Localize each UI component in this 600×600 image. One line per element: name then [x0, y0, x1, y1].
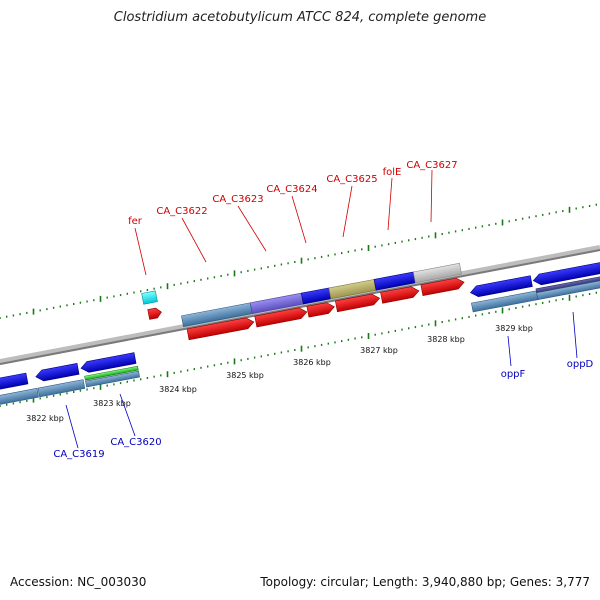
gene-label-CA_C3623[interactable]: CA_C3623 [212, 194, 263, 205]
feature-fer[interactable] [141, 290, 158, 305]
gene-label-folE[interactable]: folE [383, 167, 402, 178]
leader-fer [134, 227, 147, 276]
cds-arrow-CA_C3624[interactable] [306, 301, 336, 318]
gene-label-CA_C3622[interactable]: CA_C3622 [156, 206, 207, 217]
leader-lines [65, 169, 578, 449]
bottom-left-feature-row [0, 352, 141, 407]
scale-label: 3823 kbp [93, 399, 131, 408]
accession-text: Accession: NC_003030 [10, 575, 147, 589]
cds-arrow-CA_C3619[interactable] [35, 363, 80, 382]
leader-CA_C3620 [119, 393, 136, 437]
feature-CA_C3620-green[interactable] [84, 365, 139, 381]
scale-label: 3828 kbp [427, 335, 465, 344]
gene-label-CA_C3620[interactable]: CA_C3620 [110, 437, 161, 448]
leader-CA_C3627 [430, 169, 433, 223]
genome-backbone-shadow [0, 249, 600, 365]
scale-label: 3826 kbp [293, 358, 331, 367]
feature-left-1[interactable] [0, 387, 39, 407]
top-tick-row [0, 203, 597, 319]
leader-CA_C3624 [291, 195, 307, 244]
feature-CA_C3620[interactable] [85, 370, 141, 388]
fer-feature-group [141, 290, 163, 320]
cds-arrow-oppD[interactable] [532, 259, 600, 287]
bottom-right-feature-row [469, 259, 600, 313]
feature-CA_C3627[interactable] [412, 262, 462, 284]
scale-label: 3825 kbp [226, 371, 264, 380]
top-gene-labels: fer CA_C3622 CA_C3623 CA_C3624 CA_C3625 … [128, 160, 458, 227]
leader-CA_C3619 [65, 404, 79, 449]
gene-label-CA_C3624[interactable]: CA_C3624 [266, 184, 317, 195]
gene-label-oppF[interactable]: oppF [501, 369, 526, 380]
cds-arrow-left-1[interactable] [0, 372, 29, 392]
feature-oppD[interactable] [536, 275, 600, 301]
leader-oppD [572, 311, 578, 359]
scale-labels: 3822 kbp 3823 kbp 3824 kbp 3825 kbp 3826… [26, 324, 533, 423]
feature-CA_C3619[interactable] [37, 379, 86, 398]
scale-label: 3824 kbp [159, 385, 197, 394]
cds-arrow-oppF[interactable] [469, 275, 533, 298]
gene-label-CA_C3627[interactable]: CA_C3627 [406, 160, 457, 171]
genome-summary-text: Topology: circular; Length: 3,940,880 bp… [260, 575, 590, 589]
top-feature-row [181, 262, 465, 341]
leader-CA_C3623 [237, 205, 267, 252]
scale-label: 3822 kbp [26, 414, 64, 423]
map-title: Clostridium acetobutylicum ATCC 824, com… [113, 10, 487, 25]
gene-label-CA_C3619[interactable]: CA_C3619 [53, 449, 104, 460]
leader-CA_C3625 [342, 185, 353, 238]
cds-arrow-CA_C3625[interactable] [335, 293, 381, 313]
genome-backbone [0, 245, 600, 365]
cds-arrow-CA_C3627[interactable] [420, 277, 465, 296]
bottom-gene-labels: CA_C3619 CA_C3620 oppF oppD [53, 359, 593, 460]
leader-folE [387, 177, 393, 231]
cds-arrow-folE[interactable] [380, 285, 420, 304]
scale-label: 3829 kbp [495, 324, 533, 333]
cds-arrow-CA_C3623[interactable] [254, 307, 308, 328]
scale-label: 3827 kbp [360, 346, 398, 355]
cds-arrow-CA_C3622[interactable] [186, 317, 255, 341]
leader-CA_C3622 [181, 217, 207, 263]
gene-label-fer[interactable]: fer [128, 216, 143, 227]
leader-oppF [507, 335, 512, 367]
cds-arrow-CA_C3620[interactable] [80, 352, 137, 374]
cds-arrow-fer[interactable] [147, 307, 163, 320]
gene-label-CA_C3625[interactable]: CA_C3625 [326, 174, 377, 185]
gene-label-oppD[interactable]: oppD [567, 359, 594, 370]
